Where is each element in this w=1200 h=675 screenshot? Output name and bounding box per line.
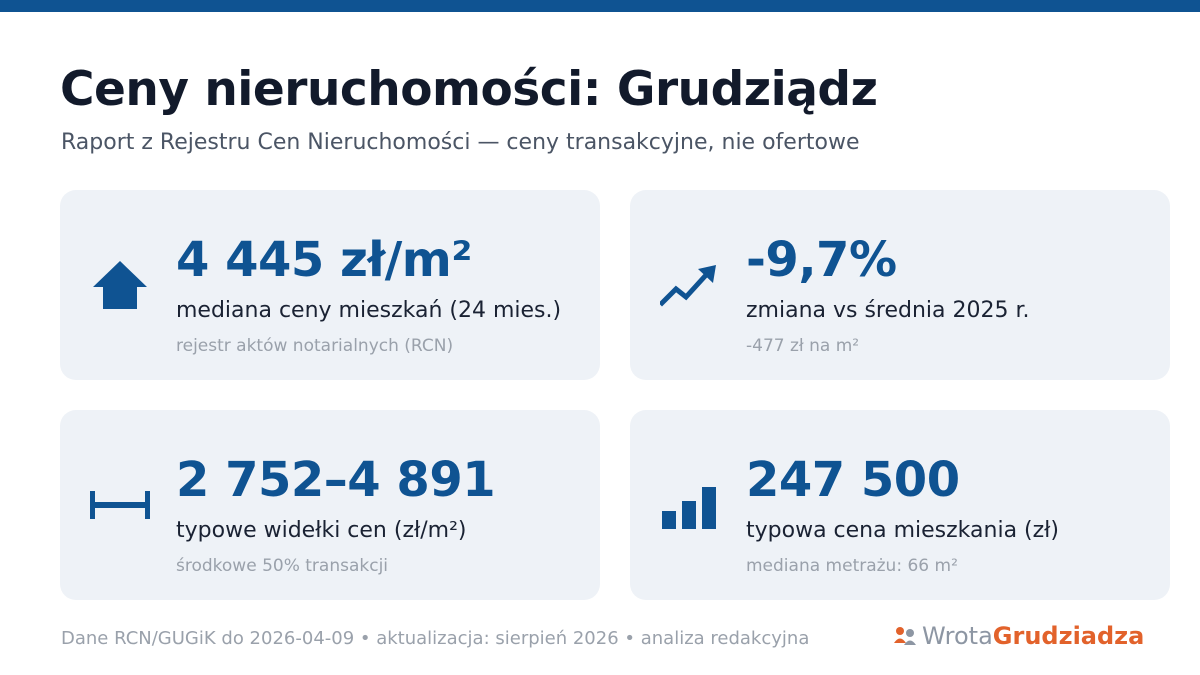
logo-text-grudziadza: Grudziadza (992, 622, 1145, 650)
trend-arrow-icon (660, 255, 720, 315)
logo-people-icon (892, 623, 918, 649)
brand-logo: Wrota Grudziadza (892, 620, 1144, 652)
stat-note: środkowe 50% transakcji (176, 556, 389, 576)
stat-value: 4 445 zł/m² (176, 232, 472, 288)
stat-note: -477 zł na m² (746, 336, 860, 356)
stat-note: mediana metrażu: 66 m² (746, 556, 958, 576)
stat-card-typical-price: 247 500 typowa cena mieszkania (zł) medi… (630, 410, 1170, 600)
footer-source: Dane RCN/GUGiK do 2026-04-09 • aktualiza… (61, 628, 810, 649)
stat-card-median-price: 4 445 zł/m² mediana ceny mieszkań (24 mi… (60, 190, 600, 380)
house-icon (90, 255, 150, 315)
stat-label: typowe widełki cen (zł/m²) (176, 518, 467, 543)
page-title: Ceny nieruchomości: Grudziądz (60, 62, 878, 117)
stat-label: mediana ceny mieszkań (24 mies.) (176, 298, 562, 323)
stat-value: 247 500 (746, 452, 960, 508)
stat-card-change: -9,7% zmiana vs średnia 2025 r. -477 zł … (630, 190, 1170, 380)
top-accent-bar (0, 0, 1200, 12)
stat-card-price-range: 2 752–4 891 typowe widełki cen (zł/m²) ś… (60, 410, 600, 600)
range-icon (90, 475, 150, 535)
stat-note: rejestr aktów notarialnych (RCN) (176, 336, 454, 356)
bar-chart-icon (660, 475, 720, 535)
stat-value: 2 752–4 891 (176, 452, 496, 508)
logo-text-wrota: Wrota (922, 622, 993, 650)
page-subtitle: Raport z Rejestru Cen Nieruchomości — ce… (61, 130, 860, 155)
stat-label: typowa cena mieszkania (zł) (746, 518, 1060, 543)
stat-label: zmiana vs średnia 2025 r. (746, 298, 1030, 323)
stat-value: -9,7% (746, 232, 897, 288)
